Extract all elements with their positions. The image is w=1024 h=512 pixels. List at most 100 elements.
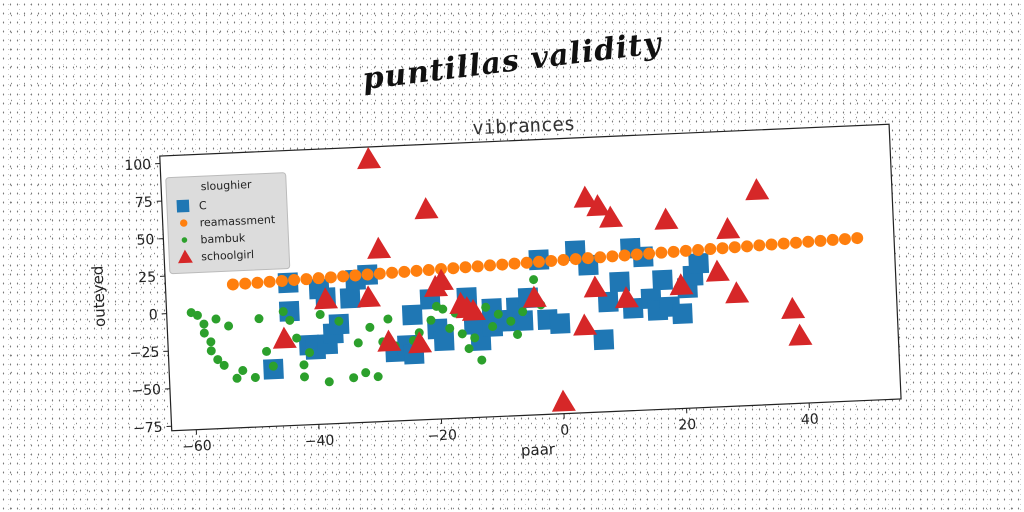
x-tick-label: −40 <box>304 433 334 450</box>
reamassment-point <box>483 259 496 272</box>
bambuk-point <box>349 373 359 383</box>
schoolgirl-point <box>781 296 806 320</box>
schoolgirl-point <box>408 331 433 354</box>
chart-title: vibrances <box>472 113 576 139</box>
bambuk-point <box>224 321 234 331</box>
schoolgirl-point <box>716 217 741 240</box>
bambuk-point <box>334 316 344 326</box>
reamassment-point <box>765 238 778 251</box>
y-tick-label: 100 <box>124 157 151 174</box>
reamassment-point <box>851 232 864 245</box>
legend-label-c: C <box>199 199 208 212</box>
y-axis-label: outeyed <box>88 265 109 327</box>
reamassment-point <box>349 269 362 282</box>
bambuk-point <box>232 373 242 383</box>
reamassment-point <box>471 260 484 273</box>
schoolgirl-point <box>272 326 297 349</box>
c-point <box>593 329 615 351</box>
reamassment-point <box>520 256 533 269</box>
schoolgirl-point <box>357 146 382 170</box>
bambuk-point <box>518 307 528 317</box>
c-point <box>549 313 571 335</box>
marks <box>186 146 864 412</box>
reamassment-point <box>337 270 350 283</box>
reamassment-point <box>557 253 570 266</box>
reamassment-point <box>704 243 717 256</box>
reamassment-point <box>692 244 705 257</box>
x-tick-label: 20 <box>678 417 697 434</box>
bambuk-point <box>268 361 278 371</box>
y-tick-label: −25 <box>129 345 159 362</box>
bambuk-point <box>206 346 216 356</box>
c-point <box>688 252 710 274</box>
series-reamassment <box>226 232 864 291</box>
bambuk-point <box>206 337 216 347</box>
legend-label-reamassment: reamassment <box>199 213 276 229</box>
reamassment-point <box>545 254 558 267</box>
schoolgirl-point <box>599 205 624 228</box>
bambuk-point <box>238 366 248 376</box>
reamassment-point <box>263 275 276 288</box>
bambuk-point <box>457 329 467 339</box>
reamassment-point <box>226 278 239 291</box>
c-point <box>433 330 455 352</box>
bambuk-point <box>493 309 503 319</box>
reamassment-point <box>532 255 545 268</box>
legend-marker-reamassment <box>179 219 188 227</box>
bambuk-point <box>254 314 264 324</box>
c-point <box>672 303 693 325</box>
bambuk-point <box>211 314 221 324</box>
bambuk-point <box>426 315 436 325</box>
bambuk-point <box>445 323 455 333</box>
y-tick-label: −75 <box>133 420 163 437</box>
reamassment-point <box>643 247 656 260</box>
schoolgirl-point <box>669 273 694 296</box>
schoolgirl-point <box>586 194 611 217</box>
reamassment-point <box>300 273 313 286</box>
reamassment-point <box>422 264 435 277</box>
series-bambuk <box>186 275 546 387</box>
bambuk-point <box>373 372 383 382</box>
bambuk-point <box>199 319 209 329</box>
legend-marker-c <box>176 199 190 213</box>
legend-marker-schoolgirl <box>178 249 193 264</box>
reamassment-point <box>312 272 325 285</box>
reamassment-point <box>275 274 288 287</box>
reamassment-point <box>789 236 802 249</box>
reamassment-point <box>239 277 252 290</box>
bambuk-point <box>250 372 260 382</box>
schoolgirl-point <box>583 275 608 298</box>
bambuk-point <box>529 275 539 285</box>
reamassment-point <box>594 251 607 264</box>
reamassment-point <box>679 244 692 257</box>
legend-title: sloughier <box>200 178 252 193</box>
reamassment-point <box>398 265 411 278</box>
reamassment-point <box>838 233 851 246</box>
bambuk-point <box>477 355 487 365</box>
x-axis-label: paar <box>521 440 557 460</box>
bambuk-point <box>470 333 480 343</box>
c-point <box>609 271 631 293</box>
bambuk-point <box>305 348 315 358</box>
schoolgirl-point <box>356 285 381 308</box>
schoolgirl-point <box>314 287 339 310</box>
bambuk-point <box>213 355 223 365</box>
c-point <box>339 287 361 309</box>
bambuk-point <box>481 302 491 312</box>
schoolgirl-point <box>573 185 598 208</box>
schoolgirl-point <box>654 207 679 230</box>
bambuk-point <box>219 360 229 370</box>
bambuk-point <box>506 316 516 326</box>
bambuk-point <box>278 307 288 317</box>
schoolgirl-point <box>788 323 813 346</box>
schoolgirl-point <box>429 268 454 291</box>
bambuk-point <box>192 310 202 320</box>
legend-marker-bambuk <box>181 237 188 243</box>
x-tick-label: 0 <box>560 422 570 438</box>
bambuk-point <box>365 322 375 332</box>
schoolgirl-point <box>725 281 750 304</box>
series-schoolgirl <box>272 146 813 412</box>
reamassment-point <box>410 264 423 277</box>
reamassment-point <box>606 250 619 263</box>
c-point <box>512 310 534 332</box>
